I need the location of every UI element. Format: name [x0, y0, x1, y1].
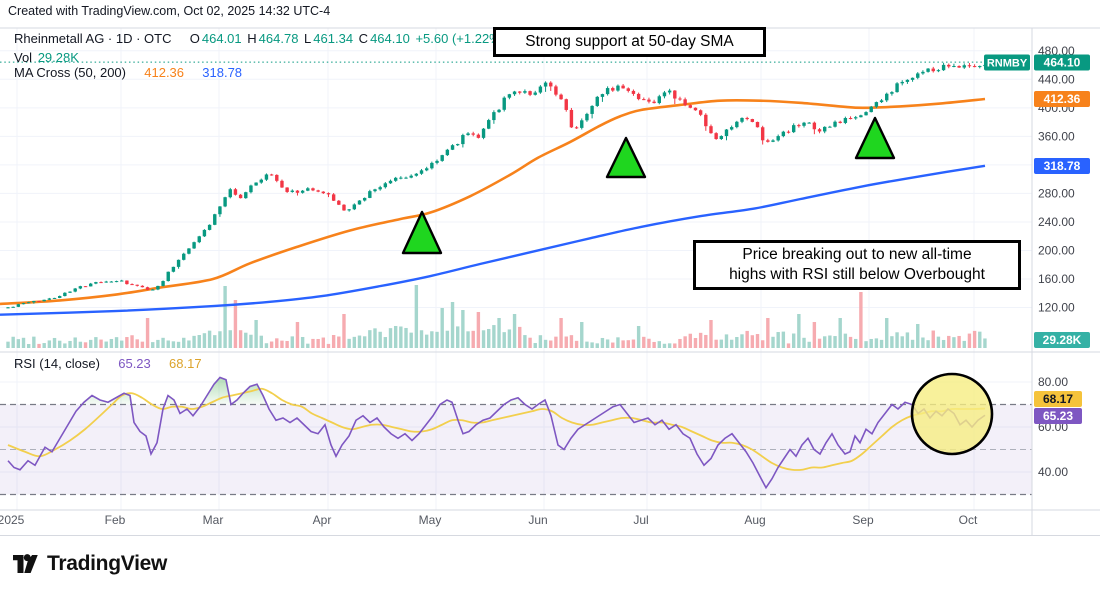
rsi-pane: [0, 376, 1032, 496]
ohlc-open-label: O: [189, 31, 200, 46]
svg-text:480.00: 480.00: [1038, 44, 1075, 58]
moving-average-lines: [0, 97, 986, 316]
svg-text:412.36: 412.36: [1044, 92, 1081, 106]
annotation-support-sma: Strong support at 50-day SMA: [493, 27, 766, 57]
volume-legend-row[interactable]: Vol 29.28K: [14, 50, 81, 65]
svg-text:65.23: 65.23: [1043, 409, 1073, 423]
rsi-label: RSI (14, close): [14, 356, 100, 371]
change-value: +5.60 (+1.22%): [415, 31, 506, 46]
svg-text:240.00: 240.00: [1038, 215, 1075, 229]
ohlc-high-label: H: [247, 31, 257, 46]
svg-text:120.00: 120.00: [1038, 301, 1075, 315]
symbol-title: Rheinmetall AG · 1D · OTC: [14, 31, 172, 46]
chart-area[interactable]: 480.00 440.00 400.00 360.00 280.00 240.00 200.…: [0, 0, 1100, 536]
svg-text:318.78: 318.78: [1044, 159, 1081, 173]
svg-text:Aug: Aug: [744, 513, 765, 527]
ohlc-low-value: 461.34: [313, 31, 354, 46]
brand-text: TradingView: [47, 552, 168, 575]
ma-cross-label: MA Cross (50, 200): [14, 64, 126, 80]
svg-text:29.28K: 29.28K: [1043, 333, 1082, 347]
ohlc-open-value: 464.01: [201, 31, 242, 46]
rsi-legend-row[interactable]: RSI (14, close) 65.23 68.17: [14, 356, 204, 371]
svg-text:360.00: 360.00: [1038, 129, 1075, 143]
svg-text:40.00: 40.00: [1038, 465, 1068, 479]
ma50-value: 412.36: [144, 64, 185, 80]
symbol-legend-row[interactable]: Rheinmetall AG · 1D · OTC O 464.01 H 464.7…: [14, 31, 507, 46]
svg-text:Mar: Mar: [203, 513, 224, 527]
svg-text:May: May: [419, 513, 442, 527]
svg-text:Jun: Jun: [528, 513, 547, 527]
annotation-breakout: Price breaking out to new all-time highs…: [693, 240, 1021, 290]
svg-text:200.00: 200.00: [1038, 243, 1075, 257]
drawing-markers: [401, 116, 994, 456]
ohlc-high-value: 464.78: [258, 31, 299, 46]
tradingview-branding[interactable]: TradingView: [10, 549, 167, 579]
ma200-value: 318.78: [202, 64, 243, 80]
svg-text:68.17: 68.17: [1043, 392, 1073, 406]
time-axis[interactable]: 2025 Feb Mar Apr May Jun Jul Aug Sep Oct: [0, 513, 978, 527]
svg-text:160.00: 160.00: [1038, 272, 1075, 286]
ohlc-close-label: C: [358, 31, 369, 46]
svg-text:RNMBY: RNMBY: [987, 58, 1028, 70]
tradingview-logo-icon: [13, 554, 38, 573]
svg-text:80.00: 80.00: [1038, 375, 1068, 389]
svg-text:2025: 2025: [0, 513, 25, 527]
price-axis[interactable]: 480.00440.00400.00360.00280.00240.00200.…: [0, 27, 1100, 536]
svg-text:Sep: Sep: [852, 513, 874, 527]
rsi-ma-value: 68.17: [169, 356, 202, 371]
svg-text:Oct: Oct: [959, 513, 978, 527]
attribution-text: Created with TradingView.com, Oct 02, 20…: [8, 4, 331, 18]
ohlc-close-value: 464.10: [370, 31, 410, 46]
volume-bars: [6, 285, 987, 348]
gridlines: [0, 28, 1032, 510]
svg-text:464.10: 464.10: [1044, 56, 1081, 70]
volume-label: Vol: [14, 49, 33, 65]
ma-cross-legend-row[interactable]: MA Cross (50, 200) 412.36 318.78: [14, 65, 244, 80]
ohlc-low-label: L: [304, 31, 312, 46]
svg-text:Feb: Feb: [105, 513, 126, 527]
svg-text:280.00: 280.00: [1038, 186, 1075, 200]
svg-text:Jul: Jul: [633, 513, 648, 527]
volume-value: 29.28K: [37, 49, 79, 65]
rsi-value: 65.23: [118, 356, 151, 371]
candlestick-series: [6, 62, 987, 309]
svg-text:440.00: 440.00: [1038, 72, 1075, 86]
svg-text:Apr: Apr: [313, 513, 332, 527]
